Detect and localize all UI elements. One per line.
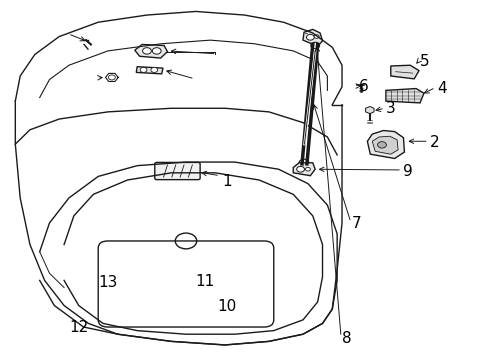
Polygon shape xyxy=(390,65,418,79)
Text: 3: 3 xyxy=(385,101,395,116)
Polygon shape xyxy=(385,89,423,103)
Polygon shape xyxy=(371,136,397,154)
Text: 13: 13 xyxy=(98,275,117,290)
Polygon shape xyxy=(303,30,322,46)
Polygon shape xyxy=(366,131,404,158)
Text: 9: 9 xyxy=(402,163,412,179)
Polygon shape xyxy=(136,67,163,74)
Text: 2: 2 xyxy=(429,135,439,150)
Polygon shape xyxy=(293,163,315,176)
Circle shape xyxy=(296,166,304,172)
Circle shape xyxy=(140,67,147,72)
Circle shape xyxy=(306,35,314,40)
Circle shape xyxy=(142,48,151,54)
Circle shape xyxy=(314,35,319,39)
Circle shape xyxy=(377,141,386,148)
Text: 8: 8 xyxy=(341,331,351,346)
Text: 10: 10 xyxy=(217,299,237,314)
Circle shape xyxy=(151,67,158,72)
Text: 1: 1 xyxy=(222,174,232,189)
Circle shape xyxy=(305,167,310,171)
FancyBboxPatch shape xyxy=(155,162,200,180)
Text: 5: 5 xyxy=(419,54,429,69)
Text: 4: 4 xyxy=(436,81,446,96)
Polygon shape xyxy=(135,44,167,58)
Text: 6: 6 xyxy=(358,79,368,94)
Text: 11: 11 xyxy=(195,274,215,289)
Circle shape xyxy=(152,48,161,54)
Text: 12: 12 xyxy=(69,320,88,334)
Circle shape xyxy=(299,159,308,166)
Circle shape xyxy=(310,42,319,49)
Text: 7: 7 xyxy=(351,216,361,230)
